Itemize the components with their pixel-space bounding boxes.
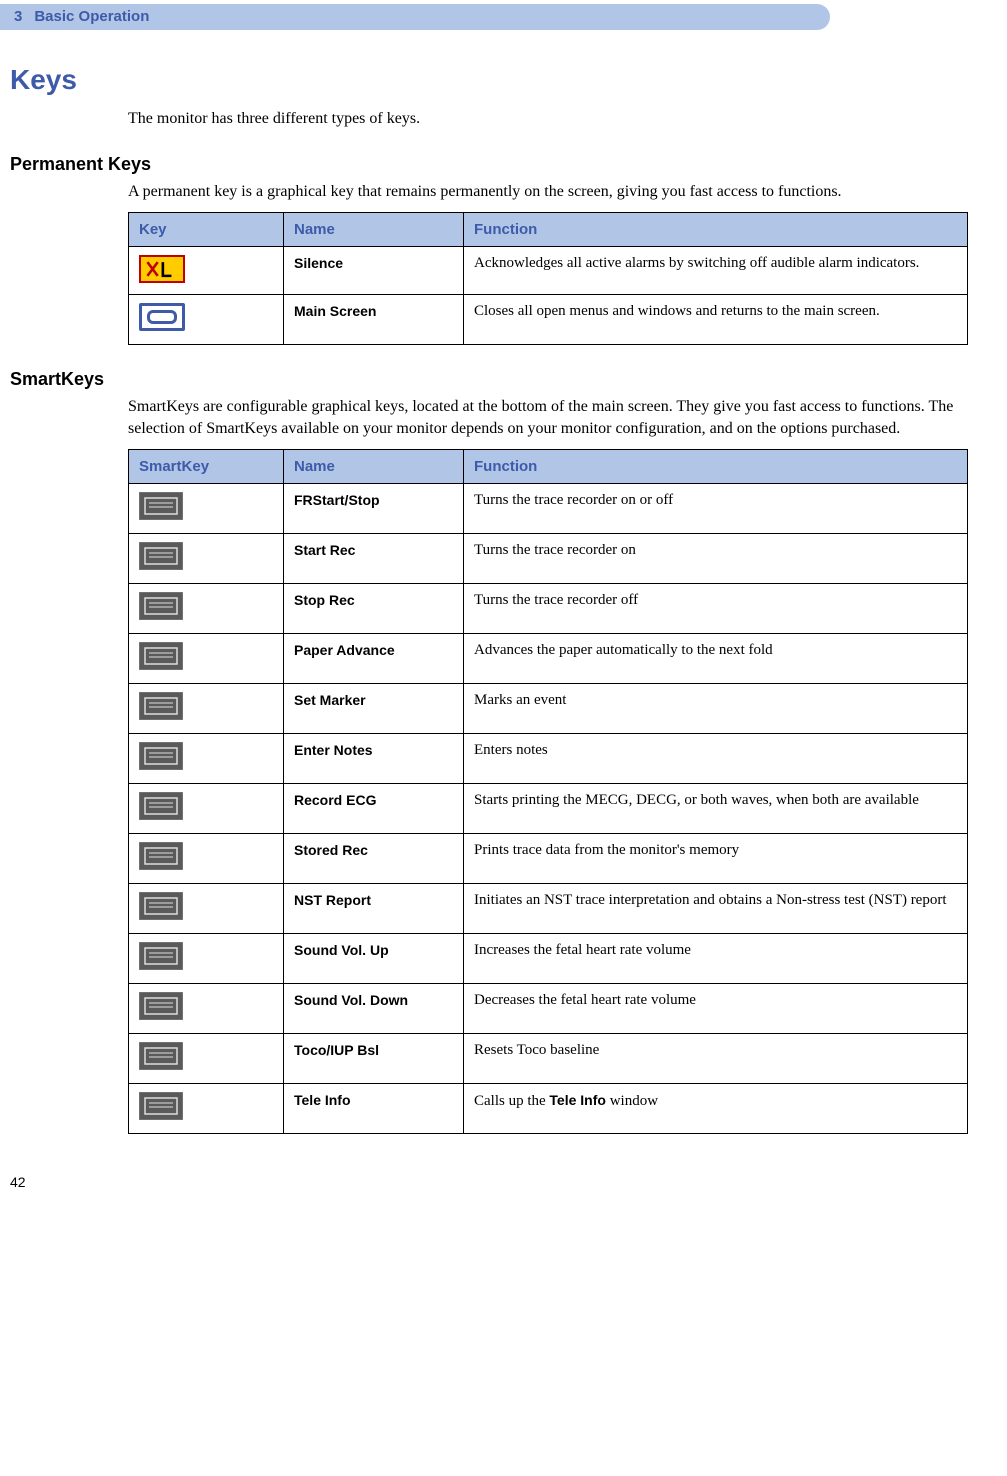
key-name: FRStart/Stop xyxy=(284,484,464,534)
key-name: Main Screen xyxy=(284,295,464,345)
chapter-title: Basic Operation xyxy=(34,8,149,25)
key-function: Calls up the Tele Info window xyxy=(464,1084,968,1134)
key-icon-cell xyxy=(129,584,284,634)
table-header-row: Key Name Function xyxy=(129,213,968,247)
col-header-name: Name xyxy=(284,450,464,484)
key-name: Paper Advance xyxy=(284,634,464,684)
table-row: Enter NotesEnters notes xyxy=(129,734,968,784)
table-row: Silence Acknowledges all active alarms b… xyxy=(129,247,968,295)
key-icon-cell xyxy=(129,1084,284,1134)
table-row: Set MarkerMarks an event xyxy=(129,684,968,734)
key-icon-cell xyxy=(129,295,284,345)
col-header-name: Name xyxy=(284,213,464,247)
key-function: Enters notes xyxy=(464,734,968,784)
table-row: Sound Vol. UpIncreases the fetal heart r… xyxy=(129,934,968,984)
key-name: Record ECG xyxy=(284,784,464,834)
key-name: Stored Rec xyxy=(284,834,464,884)
silence-icon xyxy=(139,255,185,283)
table-row: Stop RecTurns the trace recorder off xyxy=(129,584,968,634)
col-header-key: SmartKey xyxy=(129,450,284,484)
key-function: Closes all open menus and windows and re… xyxy=(464,295,968,345)
table-row: Toco/IUP BslResets Toco baseline xyxy=(129,1034,968,1084)
smartkey-icon xyxy=(139,1108,183,1124)
table-row: Main Screen Closes all open menus and wi… xyxy=(129,295,968,345)
smartkey-icon xyxy=(139,558,183,574)
key-name: Toco/IUP Bsl xyxy=(284,1034,464,1084)
key-function: Turns the trace recorder off xyxy=(464,584,968,634)
table-row: Paper AdvanceAdvances the paper automati… xyxy=(129,634,968,684)
key-icon-cell xyxy=(129,884,284,934)
smartkeys-heading: SmartKeys xyxy=(10,369,1007,390)
table-row: FRStart/StopTurns the trace recorder on … xyxy=(129,484,968,534)
key-icon-cell xyxy=(129,984,284,1034)
key-function: Initiates an NST trace interpretation an… xyxy=(464,884,968,934)
smartkey-icon xyxy=(139,908,183,924)
key-name: Start Rec xyxy=(284,534,464,584)
key-icon-cell xyxy=(129,784,284,834)
smartkey-icon xyxy=(139,658,183,674)
func-text: Calls up the xyxy=(474,1093,549,1109)
main-screen-icon xyxy=(139,303,185,331)
smartkey-icon xyxy=(139,708,183,724)
table-row: NST ReportInitiates an NST trace interpr… xyxy=(129,884,968,934)
smartkey-icon xyxy=(139,808,183,824)
page-number: 42 xyxy=(10,1174,1007,1190)
permanent-keys-heading: Permanent Keys xyxy=(10,154,1007,175)
chapter-number: 3 xyxy=(14,8,22,25)
smartkey-icon xyxy=(139,1058,183,1074)
key-icon-cell xyxy=(129,734,284,784)
key-icon-cell xyxy=(129,1034,284,1084)
key-name: Enter Notes xyxy=(284,734,464,784)
smartkey-icon xyxy=(139,758,183,774)
key-icon-cell xyxy=(129,247,284,295)
smartkeys-table: SmartKey Name Function FRStart/StopTurns… xyxy=(128,449,968,1134)
key-name: Sound Vol. Down xyxy=(284,984,464,1034)
key-name: Silence xyxy=(284,247,464,295)
key-icon-cell xyxy=(129,634,284,684)
key-function: Resets Toco baseline xyxy=(464,1034,968,1084)
smartkey-icon xyxy=(139,1008,183,1024)
permanent-keys-table: Key Name Function Silence Acknowledges a… xyxy=(128,212,968,345)
table-header-row: SmartKey Name Function xyxy=(129,450,968,484)
key-name: Sound Vol. Up xyxy=(284,934,464,984)
key-function: Marks an event xyxy=(464,684,968,734)
col-header-func: Function xyxy=(464,213,968,247)
key-icon-cell xyxy=(129,484,284,534)
smartkeys-intro: SmartKeys are configurable graphical key… xyxy=(128,396,977,439)
section-intro: The monitor has three different types of… xyxy=(128,108,977,130)
smartkey-icon xyxy=(139,508,183,524)
section-title: Keys xyxy=(10,64,1007,96)
key-function: Prints trace data from the monitor's mem… xyxy=(464,834,968,884)
page-content: Keys The monitor has three different typ… xyxy=(0,64,1007,1190)
key-function: Decreases the fetal heart rate volume xyxy=(464,984,968,1034)
key-name: Stop Rec xyxy=(284,584,464,634)
col-header-key: Key xyxy=(129,213,284,247)
smartkey-icon xyxy=(139,608,183,624)
func-text: window xyxy=(606,1093,658,1109)
table-row: Sound Vol. DownDecreases the fetal heart… xyxy=(129,984,968,1034)
key-icon-cell xyxy=(129,534,284,584)
key-function: Starts printing the MECG, DECG, or both … xyxy=(464,784,968,834)
key-function: Advances the paper automatically to the … xyxy=(464,634,968,684)
key-function: Turns the trace recorder on or off xyxy=(464,484,968,534)
key-function: Increases the fetal heart rate volume xyxy=(464,934,968,984)
permanent-keys-intro: A permanent key is a graphical key that … xyxy=(128,181,977,203)
smartkey-icon xyxy=(139,858,183,874)
table-row: Stored RecPrints trace data from the mon… xyxy=(129,834,968,884)
key-function: Turns the trace recorder on xyxy=(464,534,968,584)
table-row: Record ECGStarts printing the MECG, DECG… xyxy=(129,784,968,834)
func-bold-term: Tele Info xyxy=(549,1092,606,1108)
key-name: NST Report xyxy=(284,884,464,934)
key-icon-cell xyxy=(129,834,284,884)
smartkey-icon xyxy=(139,958,183,974)
key-icon-cell xyxy=(129,934,284,984)
key-name: Tele Info xyxy=(284,1084,464,1134)
col-header-func: Function xyxy=(464,450,968,484)
key-icon-cell xyxy=(129,684,284,734)
key-name: Set Marker xyxy=(284,684,464,734)
table-row: Tele InfoCalls up the Tele Info window xyxy=(129,1084,968,1134)
table-row: Start RecTurns the trace recorder on xyxy=(129,534,968,584)
chapter-header: 3 Basic Operation xyxy=(0,4,830,30)
key-function: Acknowledges all active alarms by switch… xyxy=(464,247,968,295)
